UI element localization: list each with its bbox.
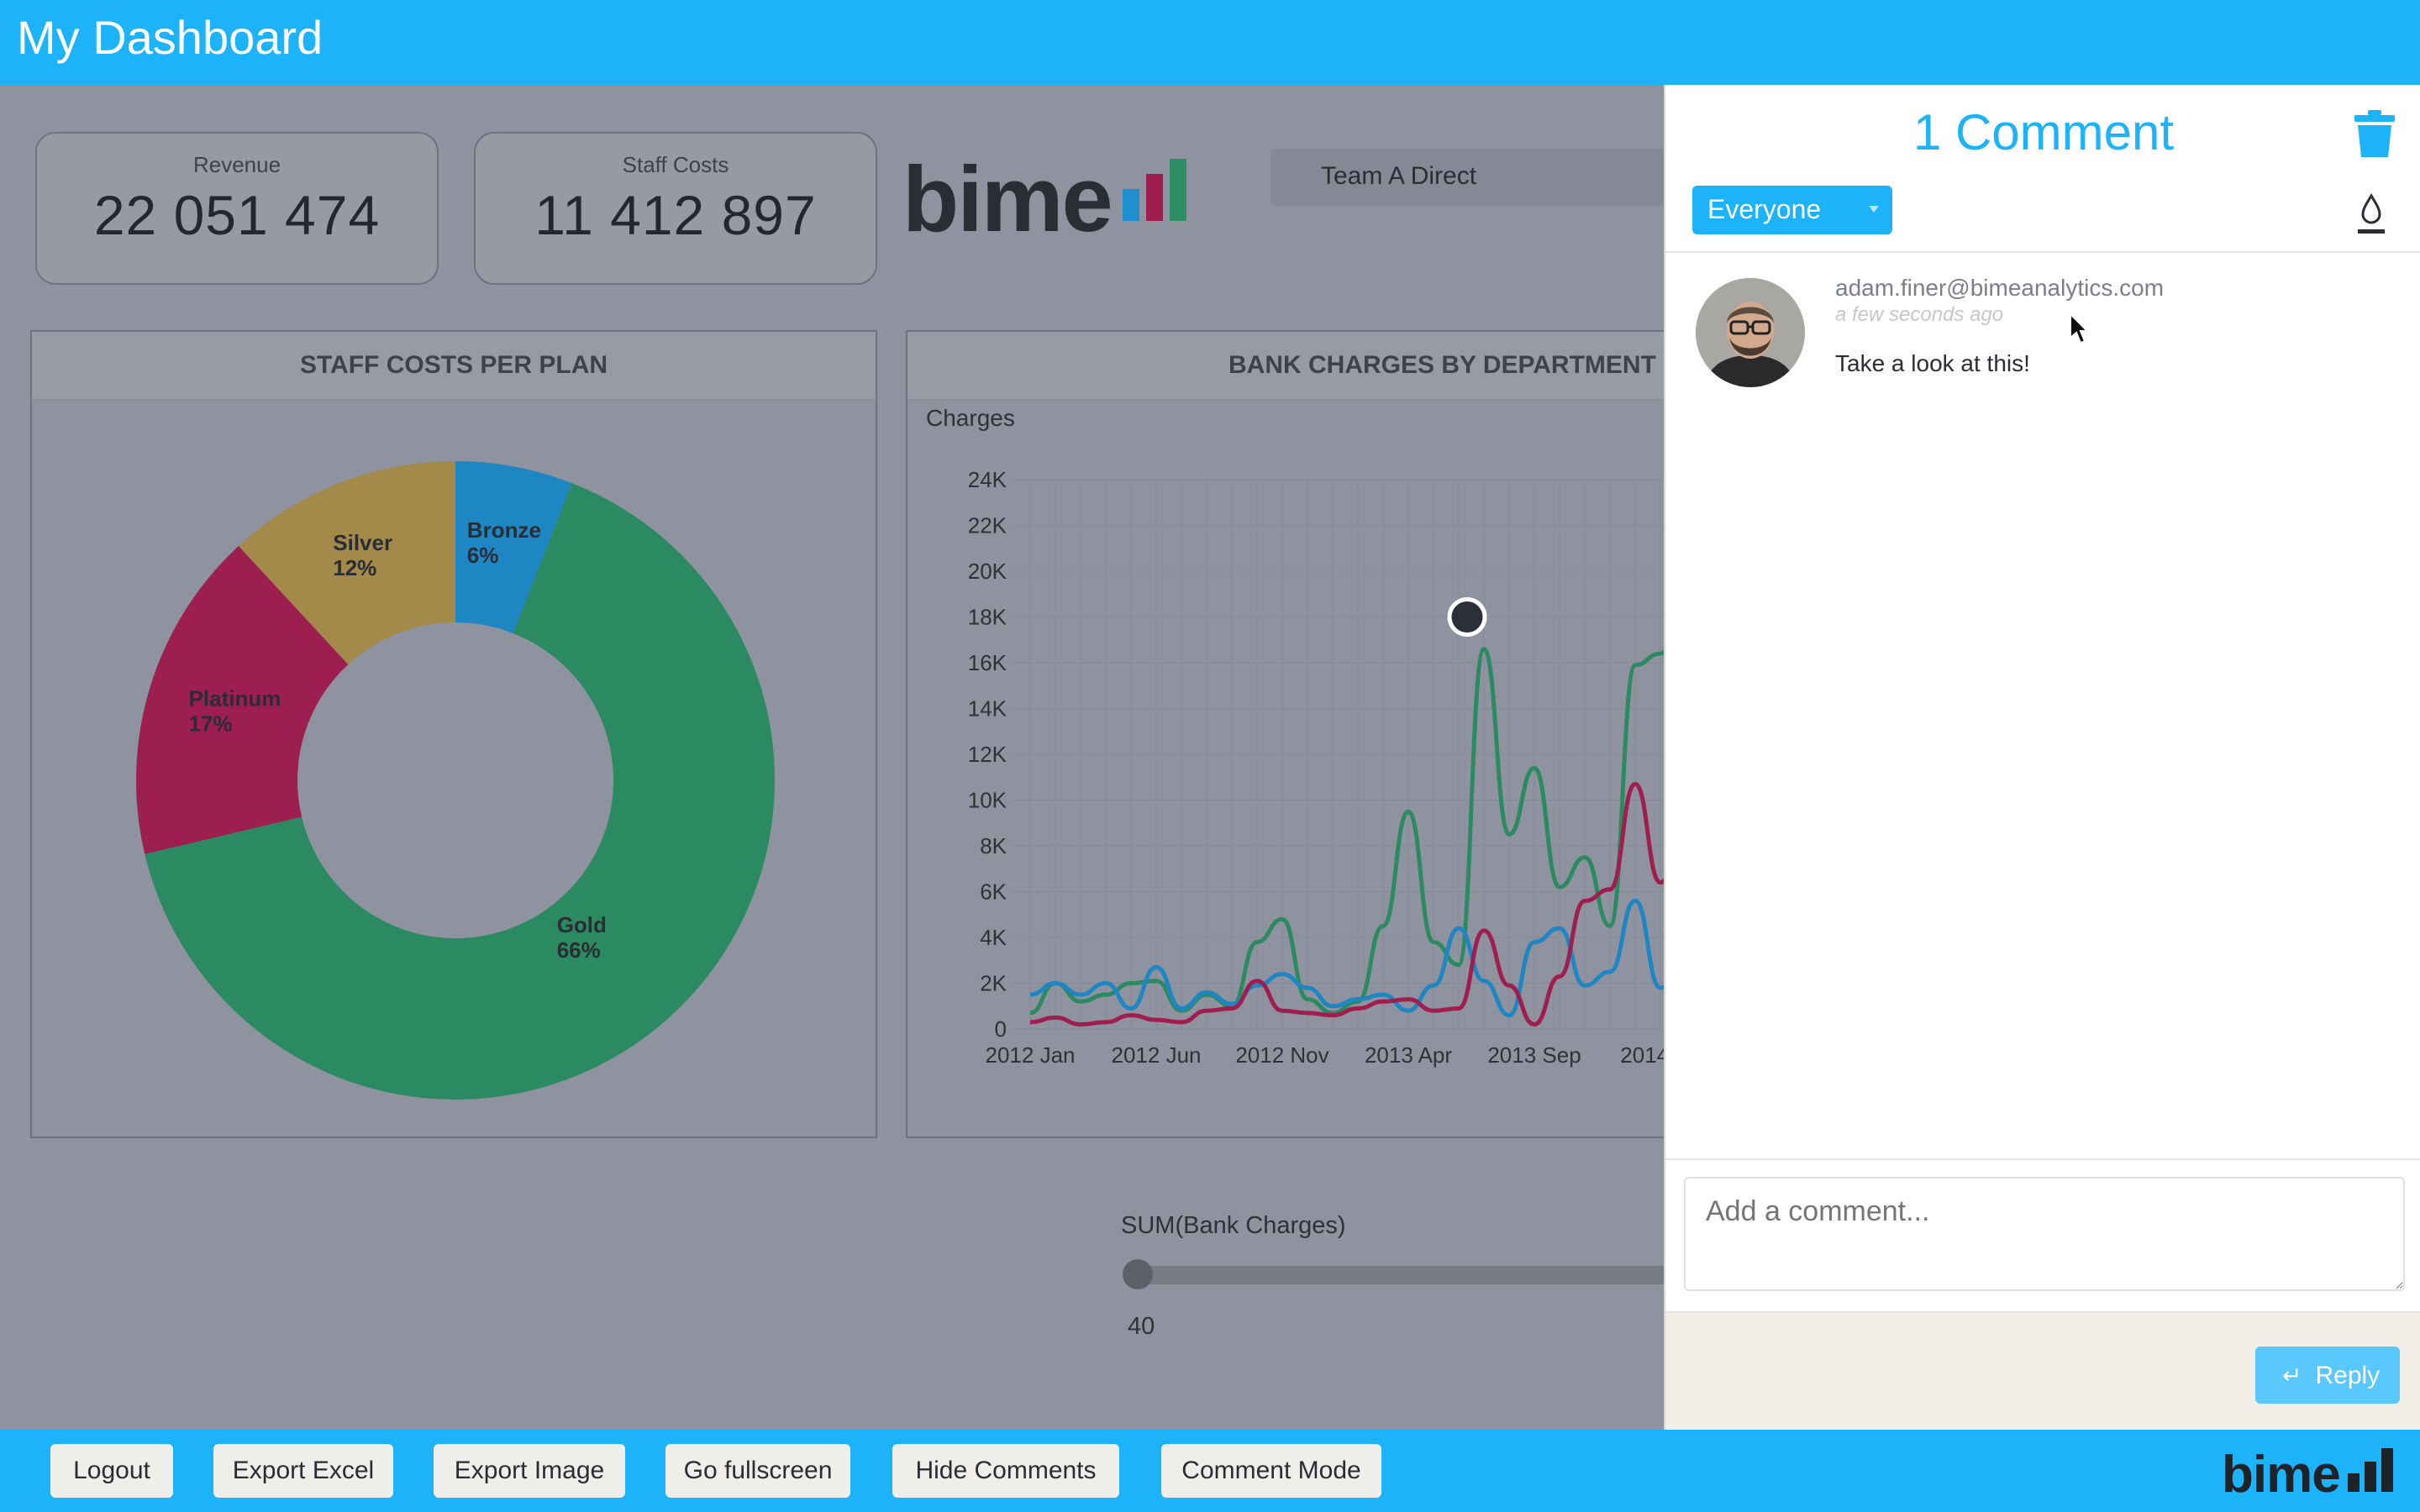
y-tick-label: 6K (980, 879, 1007, 905)
hide-comments-button[interactable]: Hide Comments (892, 1444, 1119, 1498)
kpi-staff-costs-label: Staff Costs (622, 152, 729, 177)
comment-footer: ↵ Reply (1665, 1311, 2420, 1431)
x-tick-label: 2013 Sep (1487, 1042, 1581, 1068)
footer-logo-bar (2381, 1448, 2393, 1492)
y-tick-label: 14K (968, 696, 1007, 722)
bottom-toolbar: Logout Export Excel Export Image Go full… (0, 1430, 2420, 1512)
slider-label: SUM(Bank Charges) (1121, 1212, 1346, 1239)
mouse-cursor-icon (2070, 312, 2089, 344)
donut-percent-gold: 66% (557, 937, 601, 963)
chevron-down-icon (1869, 206, 1879, 213)
bime-logo-text: bime (902, 148, 1113, 251)
x-tick-label: 2013 Apr (1365, 1042, 1452, 1068)
comment-input[interactable] (1684, 1177, 2405, 1291)
team-filter[interactable]: Team A Direct (1270, 149, 1674, 206)
bime-logo: bime (902, 154, 1205, 246)
y-axis-label: Charges (926, 405, 1015, 431)
divider (1665, 1158, 2420, 1160)
reply-button[interactable]: ↵ Reply (2255, 1347, 2400, 1404)
logout-button[interactable]: Logout (50, 1444, 173, 1498)
bime-footer-logo-text: bime (2222, 1446, 2341, 1504)
x-tick-label: 2012 Jan (986, 1042, 1076, 1068)
slider-value: 40 (1128, 1313, 1155, 1340)
y-tick-label: 8K (980, 833, 1007, 858)
donut-slice-silver[interactable] (238, 461, 455, 664)
slider-track[interactable] (1123, 1259, 1696, 1289)
donut-slice-platinum[interactable] (136, 546, 349, 854)
reply-label: Reply (2315, 1362, 2381, 1389)
logo-bar-blue (1123, 189, 1139, 221)
export-image-button[interactable]: Export Image (434, 1444, 625, 1498)
footer-logo-bar (2348, 1473, 2360, 1492)
donut-slice-bronze[interactable] (455, 461, 572, 633)
y-tick-label: 20K (968, 559, 1007, 584)
kpi-staff-costs[interactable]: Staff Costs 11 412 897 (474, 132, 877, 285)
dashboard-area: Revenue 22 051 474 Staff Costs 11 412 89… (0, 85, 1712, 1430)
bank-charges-title: BANK CHARGES BY DEPARTMENT (908, 332, 1711, 400)
top-bar: My Dashboard (0, 0, 2420, 85)
user-photo-icon (1696, 278, 1805, 387)
x-tick-label: 2012 Jun (1112, 1042, 1202, 1068)
donut-percent-silver: 12% (333, 555, 376, 580)
footer-logo-bar (2365, 1462, 2376, 1492)
series-line-0[interactable] (1029, 603, 1712, 1016)
kpi-revenue-label: Revenue (192, 152, 281, 177)
y-tick-label: 22K (968, 513, 1007, 538)
y-tick-label: 2K (980, 971, 1007, 996)
divider (1665, 251, 2420, 253)
y-tick-label: 10K (968, 788, 1007, 813)
bank-charges-slider: SUM(Bank Charges) 40 (1121, 1212, 1696, 1340)
page-title: My Dashboard (17, 11, 324, 64)
donut-percent-bronze: 6% (467, 543, 499, 568)
comment-author: adam.finer@bimeanalytics.com (1835, 275, 2165, 301)
y-tick-label: 12K (968, 742, 1007, 767)
y-tick-label: 24K (968, 467, 1007, 492)
donut-slice-gold[interactable] (145, 483, 776, 1100)
staff-costs-title: STAFF COSTS PER PLAN (32, 332, 876, 400)
bime-logo-bars (1123, 159, 1186, 221)
donut-label-gold: Gold (557, 912, 607, 937)
kpi-revenue[interactable]: Revenue 22 051 474 (35, 132, 439, 285)
reply-arrow-icon: ↵ (2282, 1362, 2302, 1389)
logo-bar-green (1170, 159, 1186, 221)
slider-handle[interactable] (1123, 1259, 1153, 1289)
donut-label-silver: Silver (333, 530, 392, 555)
comment-pin-marker[interactable] (1447, 597, 1487, 637)
logo-bar-red (1146, 174, 1163, 221)
comments-title: 1 Comment (1912, 104, 2175, 160)
staff-costs-panel: STAFF COSTS PER PLAN Bronze 6% Gold 66% Plat… (30, 330, 877, 1138)
y-tick-label: 4K (980, 925, 1007, 950)
comment-mode-button[interactable]: Comment Mode (1161, 1444, 1381, 1498)
audience-value: Everyone (1707, 194, 1822, 224)
comment-time: a few seconds ago (1835, 303, 2004, 326)
audience-dropdown[interactable]: Everyone (1692, 186, 1892, 234)
donut-percent-platinum: 17% (189, 711, 233, 737)
x-tick-label: 2012 Nov (1235, 1042, 1328, 1068)
bime-footer-logo: bime (2222, 1438, 2407, 1505)
y-tick-label: 16K (968, 650, 1007, 675)
y-tick-label: 18K (968, 605, 1007, 630)
donut-label-platinum: Platinum (189, 686, 281, 711)
comment-text: Take a look at this! (1835, 350, 2030, 376)
avatar (1696, 278, 1805, 387)
comments-panel: 1 Comment Everyone adam.finer@bimeanalyt… (1664, 85, 2420, 1431)
kpi-revenue-value: 22 051 474 (93, 184, 381, 246)
series-line-2[interactable] (1029, 781, 1712, 1027)
color-drop-icon[interactable] (2354, 192, 2388, 236)
go-fullscreen-button[interactable]: Go fullscreen (666, 1444, 850, 1498)
y-tick-label: 0 (995, 1016, 1007, 1042)
bank-charges-line-chart: Charges 0 2K 4K 6K 8K 10K 12K 14K 16K 18K 20K 22K 24K… (926, 405, 1712, 1068)
trash-icon[interactable] (2354, 110, 2395, 157)
series-line-1[interactable] (1029, 898, 1712, 1018)
kpi-staff-costs-value: 11 412 897 (534, 184, 817, 246)
donut-label-bronze: Bronze (467, 517, 541, 543)
bime-footer-logo-bars (2348, 1446, 2393, 1492)
export-excel-button[interactable]: Export Excel (213, 1444, 393, 1498)
bank-charges-panel: BANK CHARGES BY DEPARTMENT Charges 0 2K 4K 6… (906, 330, 1712, 1138)
